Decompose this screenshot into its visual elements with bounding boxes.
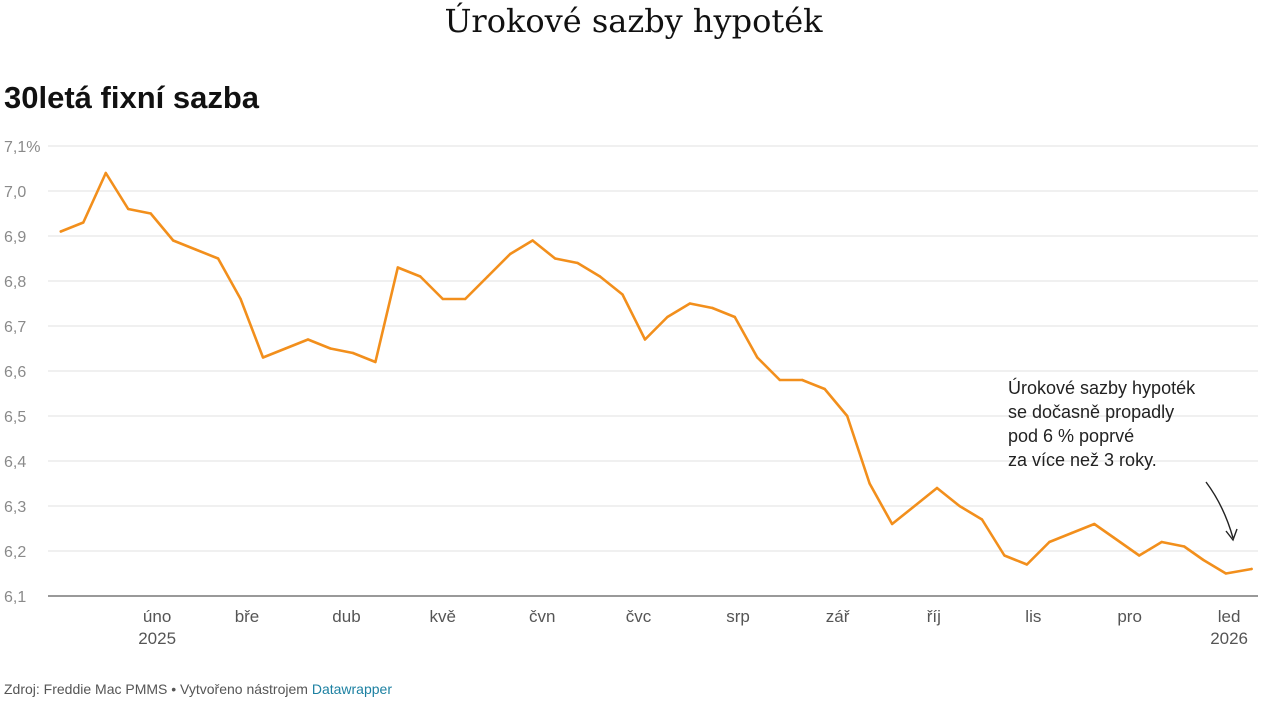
data-point [419, 275, 422, 278]
x-tick-label: říj [927, 607, 941, 626]
data-point [59, 230, 63, 233]
x-tick-year-label: 2026 [1210, 629, 1248, 648]
y-tick-label: 6,5 [4, 409, 26, 426]
data-point [935, 486, 939, 490]
data-point [1202, 558, 1205, 562]
gridlines [48, 145, 1258, 597]
source-text: Zdroj: Freddie Mac PMMS • Vytvořeno nást… [4, 681, 312, 697]
data-point [576, 261, 579, 265]
x-tick-label: úno [143, 607, 171, 626]
data-point [666, 315, 669, 319]
data-point [958, 504, 961, 508]
x-tick-label: lis [1025, 607, 1041, 626]
footer: Zdroj: Freddie Mac PMMS • Vytvořeno nást… [4, 681, 392, 697]
x-tick-label: zář [826, 607, 850, 626]
data-point [1070, 531, 1074, 535]
chart-annotation: Úrokové sazby hypoték se dočasně propadl… [1008, 376, 1195, 472]
annotation-line: se dočasně propadly [1008, 402, 1175, 422]
data-point [261, 356, 265, 359]
data-point [464, 297, 467, 301]
x-tick-label: bře [235, 607, 260, 626]
annotation-line: pod 6 % poprvé [1008, 426, 1135, 446]
data-point [396, 266, 400, 269]
annotation-arrow-head [1225, 528, 1238, 542]
data-point [868, 482, 871, 485]
y-axis-ticks: 6,1 6,2 6,3 6,4 6,5 6,6 6,7 6,8 6,9 7,0 7,1% [4, 139, 40, 606]
x-tick-label: čvc [626, 607, 652, 626]
data-point [1224, 572, 1228, 575]
y-tick-label: 6,4 [4, 454, 26, 471]
data-point [1003, 554, 1006, 557]
data-point [553, 257, 557, 260]
x-tick-label: čvn [529, 607, 555, 626]
data-point [643, 338, 647, 341]
y-tick-label: 6,2 [4, 544, 26, 561]
data-point [82, 221, 85, 224]
series-line [59, 171, 1253, 575]
data-point [980, 518, 984, 521]
data-point [733, 315, 737, 319]
data-point [598, 275, 602, 278]
data-point [351, 351, 355, 355]
data-point [127, 207, 130, 211]
data-point [801, 378, 804, 382]
y-tick-label: 7,1% [4, 139, 40, 156]
data-point [621, 293, 624, 296]
x-tick-label: pro [1117, 607, 1142, 626]
y-tick-label: 6,6 [4, 364, 26, 381]
data-point [329, 347, 332, 350]
data-point [441, 297, 444, 301]
x-tick-label: dub [332, 607, 360, 626]
data-point [688, 302, 692, 305]
annotation-line: Úrokové sazby hypoték [1008, 378, 1196, 398]
annotation-arrow-line [1205, 481, 1234, 539]
data-point [823, 387, 826, 391]
x-tick-year-label: 2025 [138, 629, 176, 648]
data-point [1138, 554, 1141, 557]
x-tick-label: kvě [430, 607, 456, 626]
y-tick-label: 6,8 [4, 274, 26, 291]
y-tick-label: 6,3 [4, 499, 26, 516]
x-tick-label: led [1218, 607, 1241, 626]
y-tick-label: 6,7 [4, 319, 26, 336]
data-point [306, 338, 310, 341]
data-point [845, 414, 849, 418]
annotation-arrow [1205, 481, 1238, 542]
data-point [890, 522, 894, 526]
data-point [756, 356, 759, 359]
data-point [486, 275, 489, 278]
datawrapper-link[interactable]: Datawrapper [311, 681, 392, 697]
data-point [239, 297, 242, 301]
chart-title: 30letá fixní sazba [4, 80, 260, 115]
series-layer [59, 171, 1253, 575]
data-point [1048, 540, 1051, 544]
page-title: Úrokové sazby hypoték [444, 2, 823, 40]
data-point [1025, 563, 1029, 566]
data-point [194, 248, 197, 251]
y-tick-label: 7,0 [4, 184, 26, 201]
data-point [171, 239, 175, 242]
x-axis-ticks: úno 2025 bře dub kvě čvn čvc srp zář říj lis pro led… [138, 607, 1248, 648]
data-point [531, 239, 534, 242]
data-point [104, 171, 107, 175]
data-point [913, 504, 916, 508]
data-point [284, 347, 287, 350]
data-point [1182, 545, 1186, 548]
y-tick-label: 6,1 [4, 589, 26, 606]
data-point [1112, 536, 1115, 539]
data-point [508, 252, 512, 256]
data-point [711, 306, 714, 310]
annotation-line: za více než 3 roky. [1008, 450, 1157, 470]
data-point [1250, 567, 1253, 571]
data-point [1093, 522, 1096, 526]
data-point [149, 212, 152, 215]
data-point [1160, 540, 1163, 544]
data-point [216, 257, 220, 260]
x-tick-label: srp [726, 607, 750, 626]
y-tick-label: 6,9 [4, 229, 26, 246]
data-point [778, 378, 781, 382]
data-point [374, 360, 377, 364]
